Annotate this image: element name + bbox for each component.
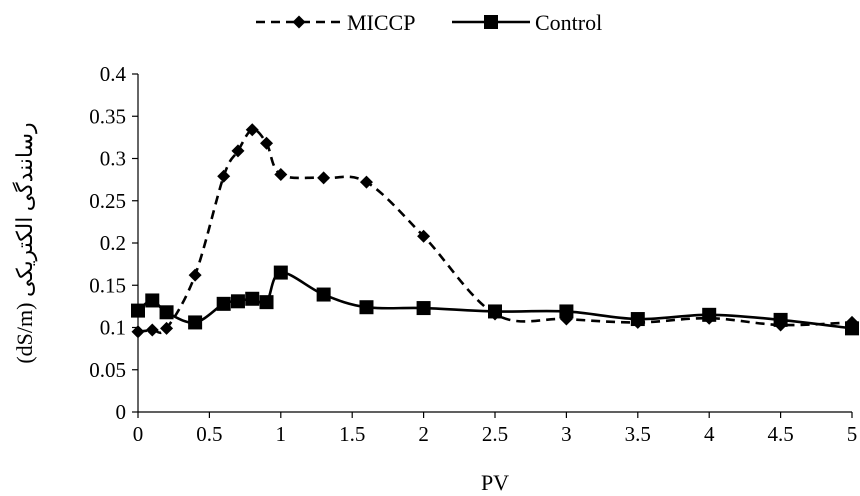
legend-item: MICCP <box>256 10 415 35</box>
x-tick-label: 1.5 <box>339 422 365 446</box>
x-axis-label: PV <box>481 470 509 495</box>
x-tick-label: 0.5 <box>196 422 222 446</box>
data-point-diamond <box>417 229 431 243</box>
data-point-diamond <box>274 168 288 182</box>
x-tick-label: 4.5 <box>767 422 793 446</box>
data-point-square <box>145 293 160 308</box>
data-point-diamond <box>145 323 159 337</box>
data-point-square <box>131 303 145 318</box>
y-tick-label: 0.3 <box>100 147 126 171</box>
data-point-diamond <box>131 325 145 339</box>
axes <box>137 74 852 413</box>
legend: MICCP Control <box>256 10 602 35</box>
data-point-diamond <box>188 268 202 282</box>
y-tick-label: 0 <box>116 400 127 424</box>
x-tick-label: 2.5 <box>482 422 508 446</box>
data-point-square <box>416 301 431 316</box>
legend-marker <box>484 15 498 29</box>
data-point-diamond <box>217 169 231 183</box>
x-tick-label: 1 <box>276 422 287 446</box>
data-point-square <box>773 312 788 327</box>
y-tick-label: 0.05 <box>89 358 126 382</box>
data-point-square <box>702 307 717 322</box>
y-tick-label: 0.2 <box>100 231 126 255</box>
data-point-square <box>316 287 331 302</box>
legend-label: MICCP <box>347 10 415 35</box>
data-point-diamond <box>245 123 259 137</box>
data-point-square <box>259 295 274 310</box>
x-tick-label: 3 <box>561 422 572 446</box>
x-tick-label: 5 <box>847 422 858 446</box>
series-line <box>137 128 853 335</box>
data-point-square <box>845 321 859 336</box>
ticks: 0 0.05 0.1 0.15 0.2 0.25 0.3 0.35 0.4 0 0.5 1 1.5 2 2.… <box>89 62 857 446</box>
data-point-diamond <box>260 136 274 150</box>
x-tick-label: 0 <box>133 422 144 446</box>
data-point-diamond <box>317 171 331 185</box>
data-point-square <box>188 315 203 330</box>
x-tick-label: 4 <box>704 422 715 446</box>
data-point-square <box>630 312 645 327</box>
y-tick-label: 0.35 <box>89 104 126 128</box>
data-point-diamond <box>231 144 245 158</box>
series-control <box>131 265 859 336</box>
series-group <box>131 123 859 339</box>
legend-label: Control <box>535 10 602 35</box>
legend-marker <box>292 15 306 29</box>
y-tick-label: 0.4 <box>100 62 127 86</box>
legend-item: Control <box>452 10 602 35</box>
x-tick-label: 3.5 <box>625 422 651 446</box>
data-point-square <box>230 294 245 309</box>
data-point-square <box>273 265 288 280</box>
data-point-square <box>216 296 231 311</box>
y-tick-label: 0.1 <box>100 316 126 340</box>
y-axis-label-group: (dS/m) رسانندگی الکتریکی <box>12 122 38 363</box>
data-point-square <box>159 305 174 320</box>
y-axis-label: (dS/m) رسانندگی الکتریکی <box>12 122 38 363</box>
data-point-square <box>245 291 260 306</box>
data-point-square <box>559 304 574 319</box>
y-tick-label: 0.25 <box>89 189 126 213</box>
data-point-square <box>488 304 502 319</box>
data-point-diamond <box>359 175 373 189</box>
data-point-square <box>359 300 374 315</box>
x-tick-label: 2 <box>418 422 429 446</box>
data-point-diamond <box>160 321 174 335</box>
y-tick-label: 0.15 <box>89 273 126 297</box>
